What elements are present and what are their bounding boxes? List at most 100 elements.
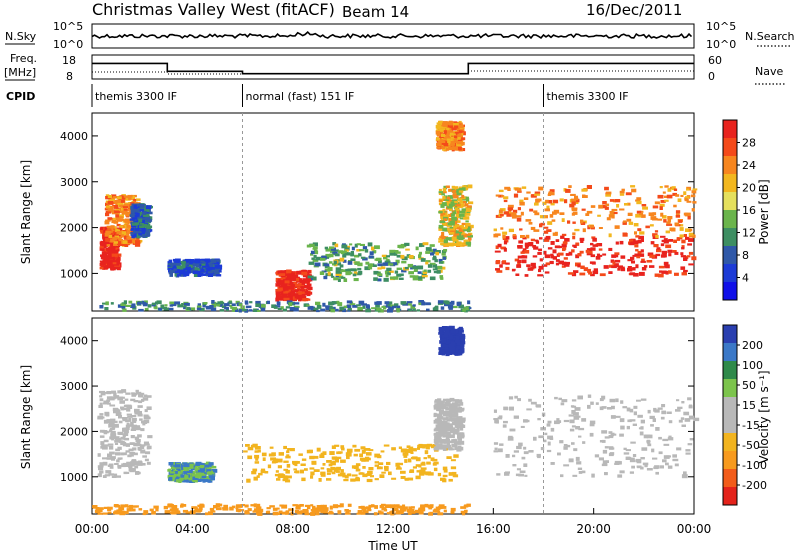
velocity-data-point [284, 475, 288, 480]
velocity-data-point [136, 411, 142, 415]
colorbar-swatch [723, 264, 737, 283]
velocity-data-point [143, 394, 148, 398]
velocity-data-point [364, 459, 369, 462]
power-data-point [425, 247, 432, 251]
power-data-point [448, 214, 452, 217]
velocity-data-point [571, 425, 576, 428]
power-data-point [558, 245, 563, 249]
power-data-point [634, 253, 640, 257]
velocity-data-point [514, 395, 518, 399]
velocity-data-point [264, 471, 269, 474]
velocity-data-point [408, 446, 414, 451]
velocity-data-point [142, 455, 147, 458]
colorbar-tick-label: 28 [742, 137, 756, 150]
power-data-point [617, 267, 621, 271]
cpid-strip: themis 3300 IF normal (fast) 151 IF themis… [91, 84, 629, 107]
power-data-point [133, 198, 137, 202]
velocity-data-point [170, 478, 175, 481]
power-data-point [350, 268, 357, 272]
velocity-data-point [130, 463, 135, 467]
velocity-data-point [124, 511, 129, 515]
power-data-point [107, 241, 113, 245]
power-data-point [126, 229, 132, 234]
velocity-data-point [433, 405, 438, 408]
power-data-point [559, 212, 565, 215]
velocity-data-point [99, 508, 103, 513]
velocity-data-point [323, 507, 329, 511]
power-data-point [321, 255, 327, 260]
power-data-point [638, 271, 645, 276]
velocity-data-point [498, 415, 503, 418]
power-data-point [261, 304, 266, 308]
power-data-point [549, 214, 554, 218]
power-data-point [154, 306, 158, 310]
power-data-point [186, 306, 191, 311]
velocity-data-point [666, 411, 672, 414]
velocity-data-point [274, 512, 280, 515]
power-data-point [452, 189, 456, 193]
power-data-point [238, 309, 242, 313]
power-data-point [439, 275, 444, 279]
power-data-point [521, 255, 528, 259]
power-data-point [117, 196, 122, 200]
power-data-point [633, 223, 639, 227]
velocity-data-point [693, 417, 700, 422]
velocity-data-point [103, 506, 109, 509]
velocity-data-point [640, 398, 647, 401]
velocity-data-point [459, 402, 464, 406]
velocity-data-point [654, 465, 660, 469]
velocity-data-point [629, 457, 635, 461]
power-data-point [177, 269, 184, 274]
velocity-data-point [408, 450, 414, 454]
power-data-point [216, 304, 221, 307]
power-data-point [528, 242, 534, 246]
power-data-point [255, 303, 261, 307]
power-data-point [217, 264, 223, 267]
velocity-data-point [97, 473, 102, 478]
power-data-point [110, 245, 116, 249]
velocity-data-point [433, 461, 439, 465]
power-data-point [592, 244, 599, 247]
power-data-point [204, 258, 211, 262]
power-data-point [517, 207, 521, 211]
velocity-data-point [450, 434, 455, 438]
power-data-point [467, 184, 473, 189]
power-data-point [357, 307, 363, 311]
power-data-point [534, 191, 541, 195]
power-data-point [141, 230, 146, 235]
velocity-data-point [512, 454, 516, 458]
power-data-point [526, 191, 531, 194]
velocity-data-point [448, 411, 453, 416]
velocity-data-point [115, 436, 120, 441]
power-data-point [303, 280, 309, 284]
velocity-data-point [411, 506, 415, 509]
velocity-data-point [578, 435, 582, 438]
power-data-point [139, 225, 145, 228]
power-data-point [396, 306, 401, 311]
velocity-data-point [672, 458, 679, 462]
power-data-point [443, 239, 448, 244]
velocity-data-point [183, 463, 190, 468]
velocity-data-point [347, 503, 352, 507]
power-data-point [102, 259, 109, 263]
power-data-point [498, 209, 503, 214]
power-data-point [280, 306, 284, 310]
power-data-point [441, 133, 446, 137]
velocity-data-point [192, 476, 198, 480]
velocity-data-point [133, 442, 138, 447]
velocity-data-point [560, 474, 564, 478]
colorbar-swatch [723, 397, 737, 416]
power-data-point [100, 230, 104, 233]
power-data-point [503, 247, 507, 252]
power-data-point [516, 264, 522, 268]
power-data-point [683, 234, 687, 237]
power-data-point [129, 218, 135, 221]
velocity-data-point [199, 471, 205, 476]
velocity-data-point [115, 409, 121, 413]
power-data-point [559, 198, 564, 202]
power-data-point [457, 135, 461, 140]
velocity-data-point [633, 405, 638, 409]
velocity-data-point [437, 423, 444, 427]
velocity-data-point [195, 475, 200, 478]
velocity-data-point [340, 469, 344, 473]
